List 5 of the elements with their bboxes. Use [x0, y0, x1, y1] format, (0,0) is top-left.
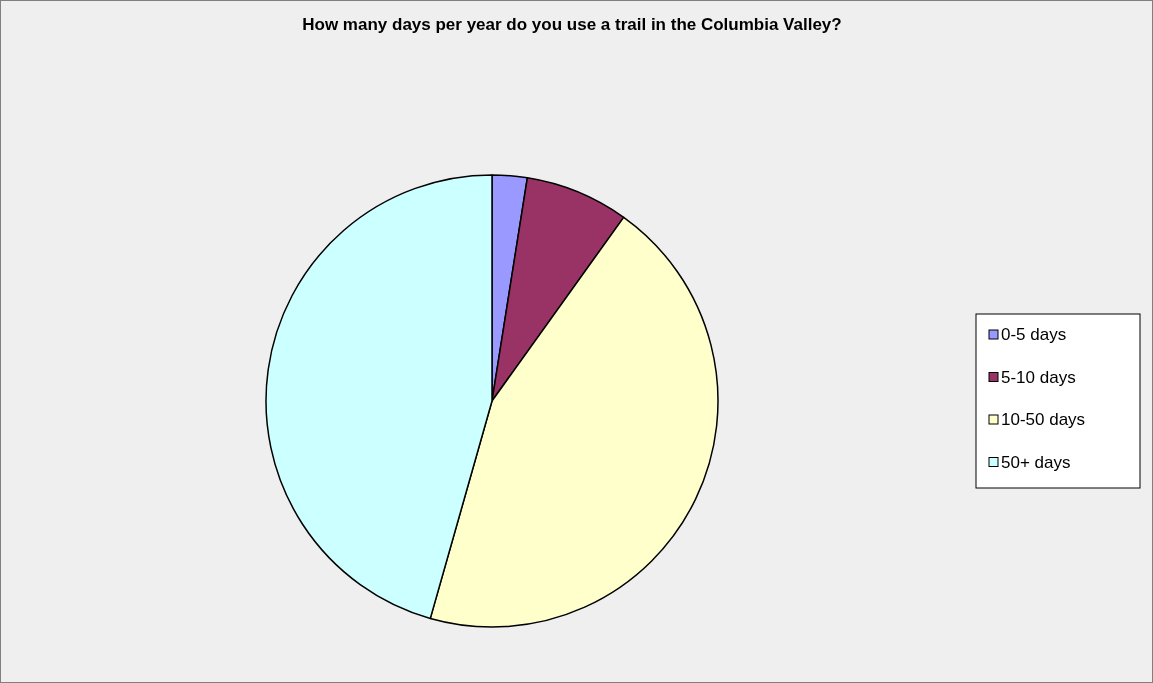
legend-label: 5-10 days [1001, 367, 1076, 387]
legend-label: 0-5 days [1001, 325, 1067, 344]
legend-label: 10-50 days [1001, 410, 1086, 429]
legend-label: 50+ days [1001, 452, 1071, 472]
chart-title: How many days per year do you use a trail in the Columbia Valley? [302, 15, 842, 34]
